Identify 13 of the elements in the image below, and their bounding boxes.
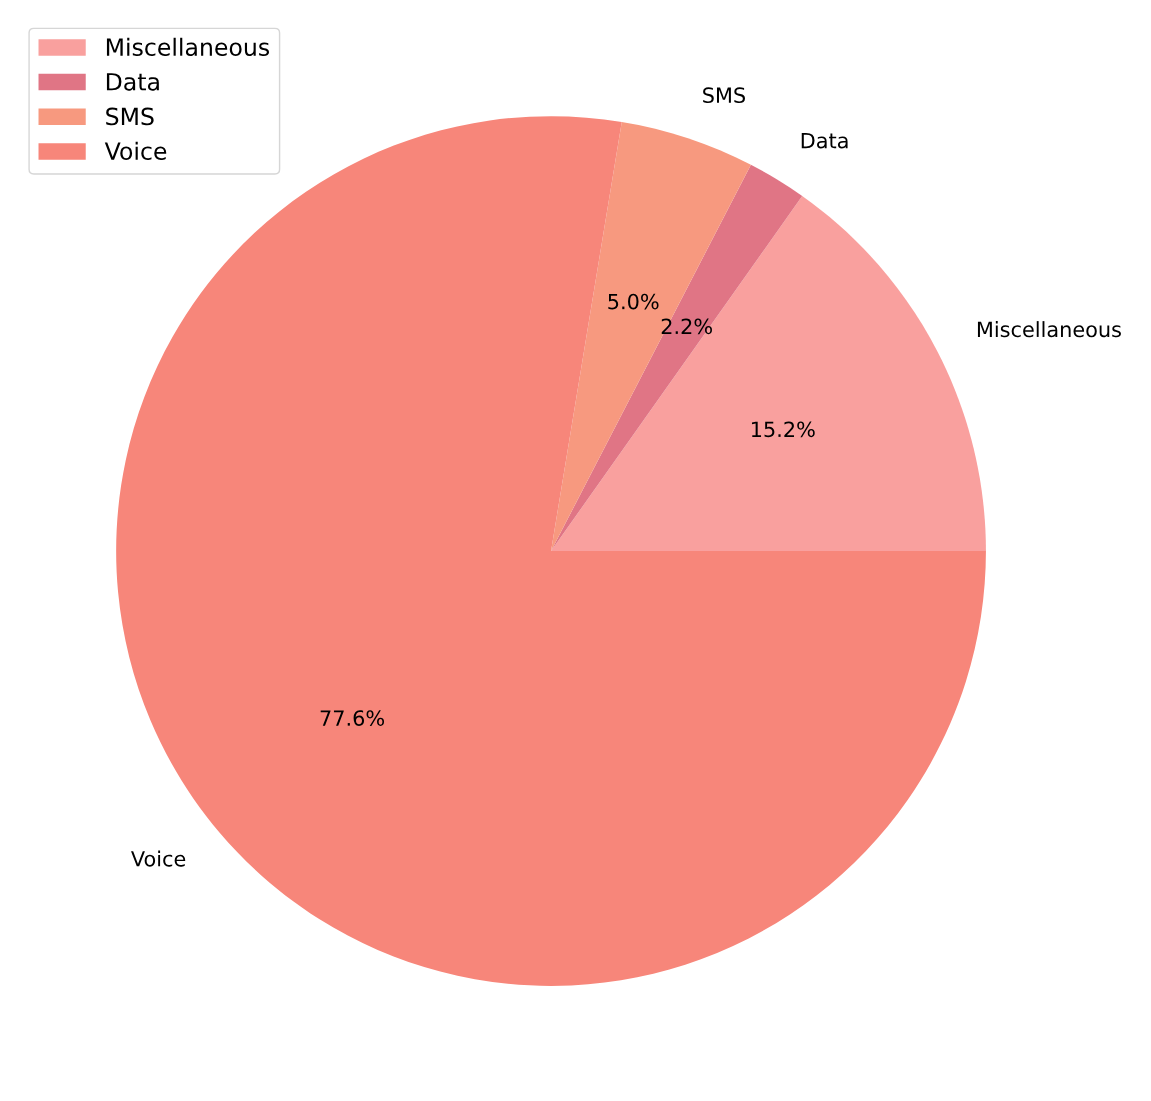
data-label: 5.0% bbox=[608, 293, 659, 310]
slice-label: Voice bbox=[131, 850, 186, 867]
slice-label: Miscellaneous bbox=[977, 321, 1121, 338]
slice-label: Data bbox=[801, 132, 848, 149]
data-label: 2.2% bbox=[661, 318, 712, 335]
legend-label: Voice bbox=[104, 141, 167, 161]
pie-slice bbox=[551, 121, 751, 552]
legend-label: Data bbox=[106, 73, 159, 91]
legend-label: SMS bbox=[106, 107, 154, 126]
legend-label: Miscellaneous bbox=[106, 37, 270, 57]
data-label: 77.6% bbox=[320, 710, 385, 726]
slice-label: SMS bbox=[703, 87, 745, 104]
data-label: 15.2% bbox=[751, 421, 815, 438]
